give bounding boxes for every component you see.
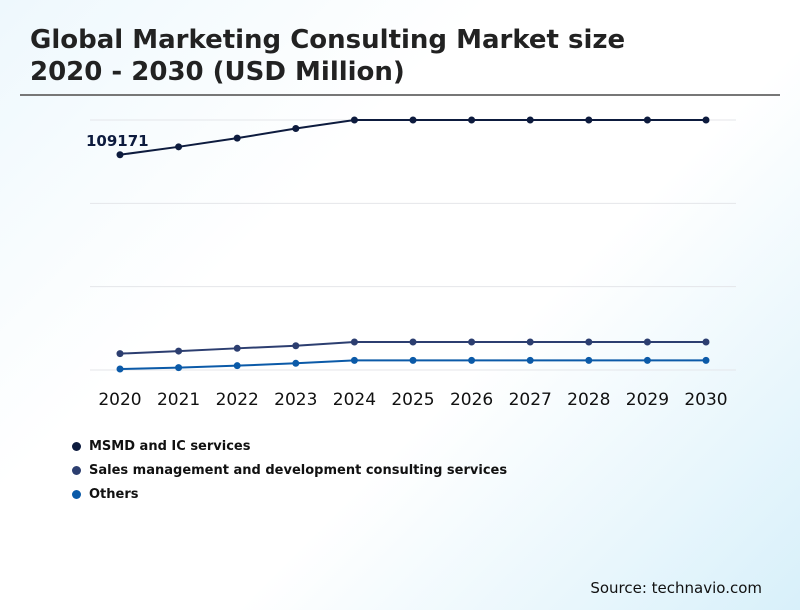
data-point [116, 151, 124, 159]
data-point [175, 364, 183, 372]
legend-label: MSMD and IC services [89, 438, 251, 454]
data-point [116, 350, 124, 358]
data-label: 109171 [86, 132, 149, 150]
data-point [116, 365, 124, 373]
data-point [526, 338, 534, 346]
title-line-1: Global Marketing Consulting Market size [30, 25, 626, 55]
legend-marker [72, 465, 81, 475]
data-point [409, 338, 417, 346]
data-point [702, 116, 710, 124]
x-tick-label: 2020 [98, 390, 141, 410]
line-chart: 2020 2021 2022 2023 2024 2025 2026 2027 2028 2029… [86, 116, 736, 410]
legend-item-msmd: MSMD and IC services [72, 434, 507, 458]
data-point [175, 143, 183, 151]
x-tick-label: 2024 [333, 390, 376, 410]
data-point [643, 356, 651, 364]
data-point [233, 362, 241, 370]
data-point [643, 338, 651, 346]
x-tick-label: 2026 [450, 390, 493, 410]
legend-item-sales: Sales management and development consult… [72, 458, 507, 482]
data-point [175, 347, 183, 355]
x-tick-label: 2025 [391, 390, 434, 410]
data-point [526, 356, 534, 364]
data-point [468, 116, 476, 124]
data-point [585, 356, 593, 364]
data-point [350, 356, 358, 364]
data-point [468, 356, 476, 364]
x-tick-label: 2028 [567, 390, 610, 410]
legend-label: Others [89, 486, 139, 502]
data-point [526, 116, 534, 124]
chart-title: Global Marketing Consulting Market size 2… [30, 24, 625, 88]
data-point [585, 338, 593, 346]
data-point [643, 116, 651, 124]
data-point [350, 338, 358, 346]
data-point [585, 116, 593, 124]
x-tick-label: 2021 [157, 390, 200, 410]
data-point [292, 359, 300, 367]
x-tick-label: 2023 [274, 390, 317, 410]
x-tick-label: 2022 [216, 390, 259, 410]
data-point [409, 356, 417, 364]
data-point [233, 134, 241, 142]
legend-item-others: Others [72, 482, 507, 506]
data-point [292, 342, 300, 350]
x-tick-label: 2030 [684, 390, 727, 410]
data-point [233, 344, 241, 352]
legend-marker [72, 441, 81, 451]
legend: MSMD and IC services Sales management an… [72, 434, 507, 506]
data-point [292, 124, 300, 132]
source-note: Source: technavio.com [590, 579, 762, 597]
x-tick-label: 2027 [509, 390, 552, 410]
data-point [409, 116, 417, 124]
legend-marker [72, 489, 81, 499]
title-line-2: 2020 - 2030 (USD Million) [30, 57, 405, 87]
x-tick-label: 2029 [626, 390, 669, 410]
data-point [702, 338, 710, 346]
data-point [702, 356, 710, 364]
legend-label: Sales management and development consult… [89, 462, 508, 478]
title-divider [20, 94, 780, 96]
data-point [350, 116, 358, 124]
series-line [119, 119, 706, 156]
data-point [468, 338, 476, 346]
